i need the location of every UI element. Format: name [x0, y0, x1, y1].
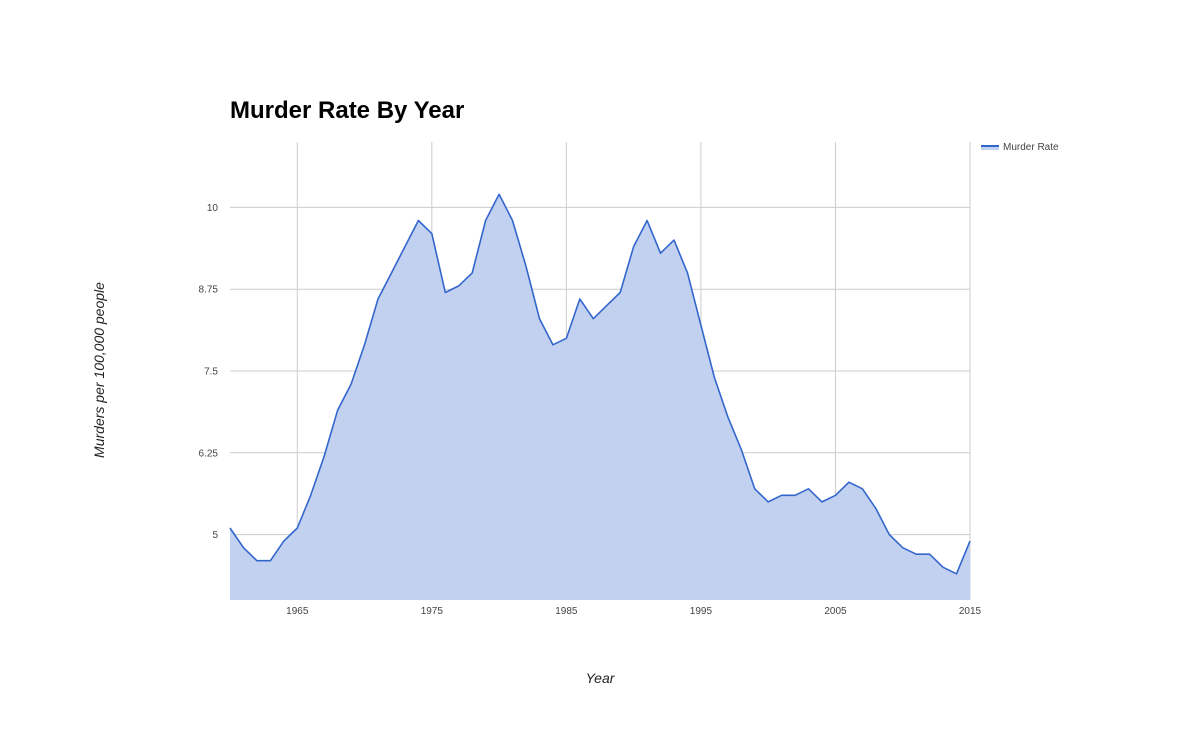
axes: 5 6.25 7.5 8.75 10 1965 1975 1985 1995 2005 2015	[199, 203, 982, 617]
data-point-2002[interactable]	[792, 492, 798, 498]
data-point-2015[interactable]	[967, 538, 973, 544]
data-point-2011[interactable]	[913, 551, 919, 557]
data-point-2008[interactable]	[873, 505, 879, 511]
x-axis-title: Year	[586, 670, 616, 686]
data-point-1973[interactable]	[402, 244, 408, 250]
x-tick-label: 1995	[690, 606, 713, 617]
data-point-1963[interactable]	[267, 558, 273, 564]
data-point-2007[interactable]	[859, 486, 865, 492]
data-point-1976[interactable]	[442, 290, 448, 296]
data-point-1978[interactable]	[469, 270, 475, 276]
data-point-1961[interactable]	[241, 545, 247, 551]
data-point-1999[interactable]	[752, 486, 758, 492]
data-point-1979[interactable]	[483, 218, 489, 224]
x-tick-label: 1965	[286, 606, 309, 617]
data-point-1971[interactable]	[375, 296, 381, 302]
data-point-2005[interactable]	[833, 492, 839, 498]
data-point-1988[interactable]	[604, 303, 610, 309]
y-tick-label: 6.25	[199, 448, 219, 459]
data-point-1969[interactable]	[348, 381, 354, 387]
legend-swatch-fill	[981, 146, 999, 150]
y-tick-label: 7.5	[204, 367, 218, 378]
data-point-1986[interactable]	[577, 296, 583, 302]
data-point-1992[interactable]	[658, 250, 664, 256]
series-area-0	[230, 194, 970, 601]
data-point-1977[interactable]	[456, 283, 462, 289]
data-point-1981[interactable]	[510, 218, 516, 224]
x-tick-label: 1975	[421, 606, 444, 617]
data-point-1984[interactable]	[550, 342, 556, 348]
data-point-1993[interactable]	[671, 237, 677, 243]
area-layer	[227, 191, 973, 601]
data-point-2010[interactable]	[900, 545, 906, 551]
data-point-1964[interactable]	[281, 538, 287, 544]
data-point-1990[interactable]	[631, 244, 637, 250]
data-point-1982[interactable]	[523, 263, 529, 269]
data-point-1997[interactable]	[725, 414, 731, 420]
data-point-1998[interactable]	[738, 447, 744, 453]
data-point-1962[interactable]	[254, 558, 260, 564]
data-point-1995[interactable]	[698, 322, 704, 328]
series-line-0	[229, 193, 971, 575]
data-point-1985[interactable]	[563, 335, 569, 341]
data-point-1991[interactable]	[644, 218, 650, 224]
data-point-2014[interactable]	[954, 571, 960, 577]
x-tick-label: 1985	[555, 606, 578, 617]
y-tick-label: 8.75	[199, 285, 219, 296]
data-point-2003[interactable]	[806, 486, 812, 492]
data-point-1960[interactable]	[227, 525, 233, 531]
data-point-1994[interactable]	[685, 270, 691, 276]
data-point-1980[interactable]	[496, 191, 502, 197]
data-point-1968[interactable]	[335, 407, 341, 413]
legend[interactable]: Murder Rate	[981, 142, 1059, 153]
x-tick-label: 2015	[959, 606, 982, 617]
data-point-1983[interactable]	[537, 316, 543, 322]
data-point-1996[interactable]	[711, 375, 717, 381]
data-point-1970[interactable]	[362, 342, 368, 348]
y-axis-title: Murders per 100,000 people	[91, 282, 107, 458]
x-tick-label: 2005	[824, 606, 847, 617]
chart-title: Murder Rate By Year	[230, 97, 464, 124]
y-tick-label: 10	[207, 203, 219, 214]
data-point-1975[interactable]	[429, 231, 435, 237]
data-point-2004[interactable]	[819, 499, 825, 505]
data-point-1987[interactable]	[590, 316, 596, 322]
legend-label: Murder Rate	[1003, 142, 1059, 153]
data-point-2013[interactable]	[940, 564, 946, 570]
data-point-1965[interactable]	[294, 525, 300, 531]
data-point-1972[interactable]	[389, 270, 395, 276]
data-point-2006[interactable]	[846, 479, 852, 485]
data-point-2012[interactable]	[927, 551, 933, 557]
data-point-2000[interactable]	[765, 499, 771, 505]
data-point-1974[interactable]	[415, 218, 421, 224]
data-point-2001[interactable]	[779, 492, 785, 498]
data-point-1966[interactable]	[308, 492, 314, 498]
y-tick-label: 5	[212, 530, 218, 541]
data-point-1989[interactable]	[617, 290, 623, 296]
data-point-2009[interactable]	[886, 532, 892, 538]
data-point-1967[interactable]	[321, 453, 327, 459]
